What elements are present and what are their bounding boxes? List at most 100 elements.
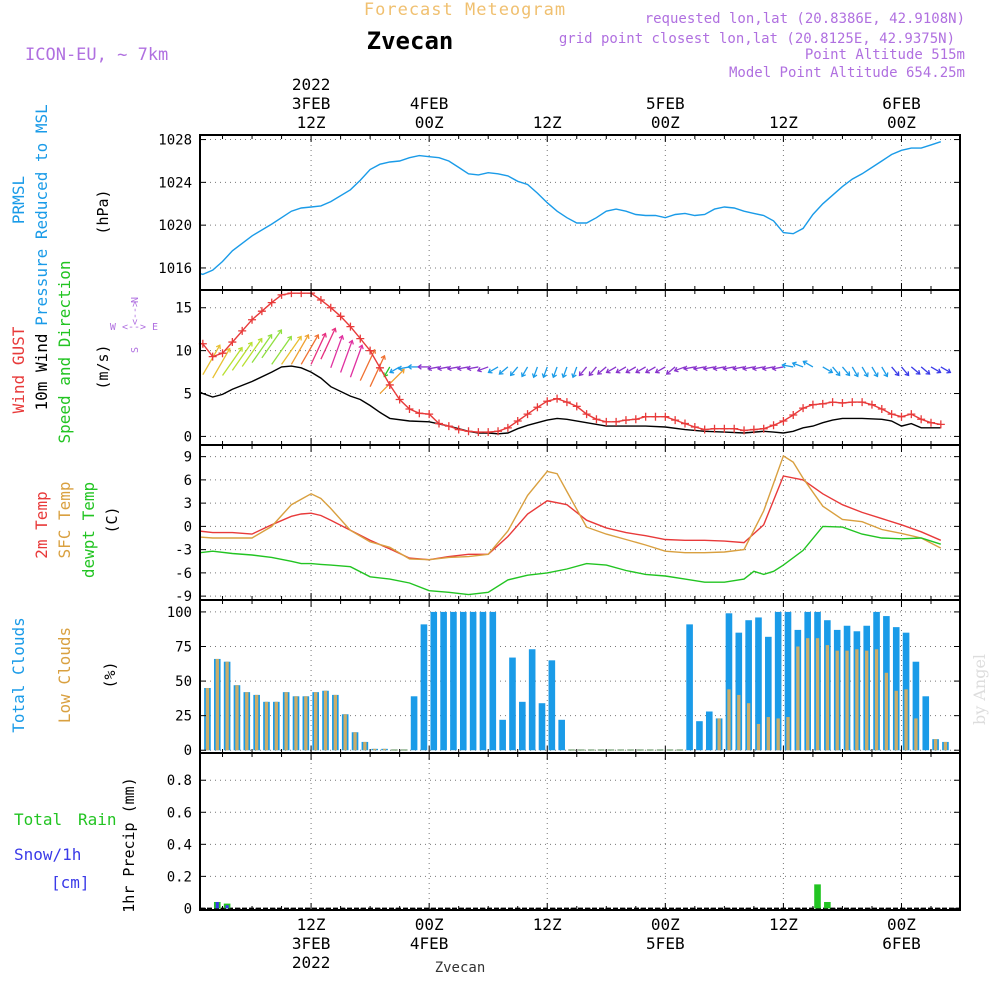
wind-arrow xyxy=(635,366,646,373)
wind-arrow xyxy=(752,366,764,370)
gust-marker xyxy=(218,349,227,358)
series-line-dewpt xyxy=(200,525,942,596)
wind-arrow xyxy=(457,366,469,370)
gust-marker xyxy=(326,303,335,312)
cloud-bar-low xyxy=(284,692,288,751)
label-rain: Rain xyxy=(78,810,117,829)
wind-arrow-head xyxy=(873,372,879,378)
gust-marker xyxy=(789,410,798,419)
y-tick-label: 1020 xyxy=(158,218,192,234)
x-tick-label-bottom: 5FEB xyxy=(646,934,685,953)
wind-arrow-head xyxy=(509,371,515,377)
cloud-bar-total xyxy=(735,632,743,751)
gust-marker xyxy=(425,410,434,419)
y-tick-label: 25 xyxy=(175,709,192,725)
gust-marker xyxy=(366,346,375,355)
panel-frame-temperature xyxy=(199,444,961,601)
wind-arrow-head xyxy=(761,365,767,372)
cloud-bar-low xyxy=(205,687,210,751)
y-tick-label: 1024 xyxy=(158,175,192,191)
wind-arrow xyxy=(437,366,449,370)
x-tick-label-bottom: 00Z xyxy=(415,915,444,934)
wind-arrow-head xyxy=(588,371,594,377)
cloud-bar-zero xyxy=(656,749,664,751)
cloud-bar-zero xyxy=(646,749,654,751)
x-tick-label-top: 3FEB xyxy=(292,94,331,113)
wind-arrow xyxy=(447,366,459,370)
cloud-bar-low xyxy=(314,692,318,751)
footer-location: Zvecan xyxy=(435,960,486,976)
y-tick-label: 100 xyxy=(167,605,192,621)
wind-arrow-head xyxy=(338,334,345,340)
wind-arrow-head xyxy=(863,372,869,378)
wind-arrow xyxy=(900,366,910,376)
gust-marker xyxy=(385,380,394,389)
cloud-bar-low xyxy=(776,718,780,751)
wind-arrow xyxy=(330,335,343,369)
label-wind-gust: Wind GUST xyxy=(9,326,28,413)
wind-arrow xyxy=(674,366,686,372)
wind-arrow-head xyxy=(644,368,650,374)
rain-bar xyxy=(814,884,821,909)
wind-arrow xyxy=(762,366,774,370)
wind-arrow-head xyxy=(936,368,942,374)
gust-marker xyxy=(523,410,532,419)
cloud-bar-low xyxy=(835,650,839,751)
wind-arrow-head xyxy=(520,372,526,378)
gust-marker xyxy=(769,421,778,430)
wind-arrow xyxy=(428,366,440,370)
wind-arrow xyxy=(930,366,941,373)
product-title: Forecast Meteogram xyxy=(364,0,566,20)
y-tick-label: 0.4 xyxy=(167,837,192,853)
panel-labels: PRMSL Pressure Reduced to MSL (hPa) Wind GU… xyxy=(9,104,158,913)
wind-arrow-head xyxy=(835,371,841,377)
gust-marker xyxy=(621,416,630,425)
cloud-bar-total xyxy=(765,636,772,751)
gust-marker xyxy=(503,423,512,432)
gust-marker xyxy=(356,334,365,343)
wind-arrow xyxy=(310,333,327,365)
label-hpa: (hPa) xyxy=(94,189,112,234)
wind-arrow-head xyxy=(551,373,557,379)
x-tick-label-top: 2022 xyxy=(292,75,331,94)
wind-arrow xyxy=(616,366,627,373)
compass-we: W <--> E xyxy=(110,322,158,333)
cloud-bar-low xyxy=(727,689,731,751)
y-tick-label: -9 xyxy=(175,589,192,605)
wind-arrow-head xyxy=(417,364,422,370)
wind-arrow-head xyxy=(238,346,243,352)
cloud-bar-total xyxy=(420,624,428,751)
cloud-bar-low xyxy=(943,741,948,751)
compass-n: N xyxy=(130,297,141,303)
wind-arrow-head xyxy=(531,373,538,379)
wind-arrow-head xyxy=(571,373,577,379)
cloud-bar-low xyxy=(855,649,859,751)
cloud-bar-zero xyxy=(607,749,615,751)
gust-marker xyxy=(572,402,581,411)
x-tick-label-top: 12Z xyxy=(533,113,562,132)
wind-arrow-head xyxy=(883,372,889,378)
gust-marker xyxy=(838,398,847,407)
cloud-bar-zero xyxy=(578,749,585,751)
cloud-bar-low xyxy=(717,718,721,751)
label-speed-direction: Speed and Direction xyxy=(55,260,74,443)
snow-bar xyxy=(225,905,229,909)
wind-arrow xyxy=(379,369,405,394)
cloud-bar-total xyxy=(538,703,546,751)
x-tick-label-top: 12Z xyxy=(769,113,798,132)
gust-marker xyxy=(730,424,739,433)
cloud-bar-low xyxy=(904,689,908,751)
wind-arrow xyxy=(803,360,814,368)
wind-arrow-head xyxy=(702,365,708,372)
label-2m-temp: 2m Temp xyxy=(32,491,51,558)
y-tick-label: 0.2 xyxy=(167,869,192,885)
label-prmsl: PRMSL xyxy=(9,176,28,224)
wind-arrow-head xyxy=(828,368,834,374)
series-line-temp2m xyxy=(200,475,942,561)
wind-arrow-head xyxy=(605,368,611,374)
x-tick-label-top: 6FEB xyxy=(882,94,921,113)
wind-arrow-head xyxy=(654,368,660,374)
cloud-bar-total xyxy=(558,719,565,751)
cloud-bar-total xyxy=(489,611,497,751)
